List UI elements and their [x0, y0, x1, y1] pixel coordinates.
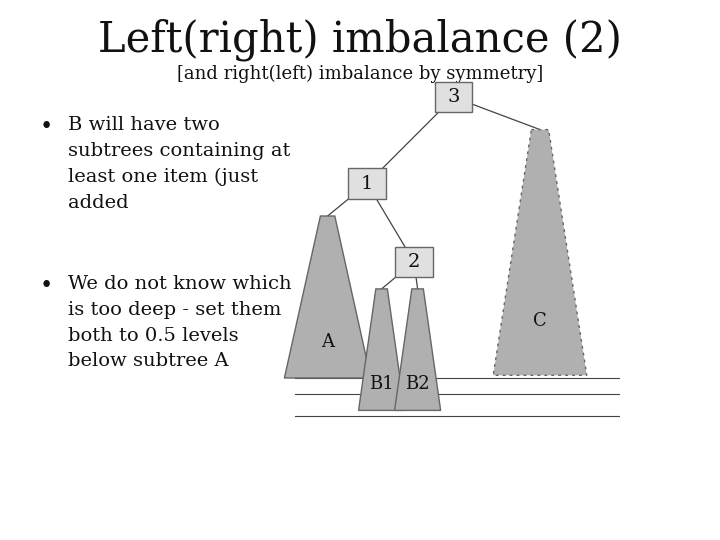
Text: C: C — [533, 312, 547, 330]
Text: 3: 3 — [447, 88, 460, 106]
FancyBboxPatch shape — [395, 247, 433, 277]
Text: •: • — [40, 275, 53, 298]
Text: •: • — [40, 116, 53, 138]
Text: B1: B1 — [369, 375, 394, 393]
Polygon shape — [284, 216, 371, 378]
Polygon shape — [493, 130, 587, 375]
Text: We do not know which
is too deep - set them
both to 0.5 levels
below subtree A: We do not know which is too deep - set t… — [68, 275, 292, 370]
FancyBboxPatch shape — [435, 82, 472, 112]
Text: Left(right) imbalance (2): Left(right) imbalance (2) — [98, 19, 622, 62]
Text: B will have two
subtrees containing at
least one item (just
added: B will have two subtrees containing at l… — [68, 116, 291, 212]
Polygon shape — [359, 289, 405, 410]
Text: B2: B2 — [405, 375, 430, 393]
Text: A: A — [321, 333, 334, 352]
Text: 2: 2 — [408, 253, 420, 271]
FancyBboxPatch shape — [348, 168, 386, 199]
Text: [and right(left) imbalance by symmetry]: [and right(left) imbalance by symmetry] — [177, 65, 543, 83]
Polygon shape — [395, 289, 441, 410]
Text: 1: 1 — [361, 174, 374, 193]
